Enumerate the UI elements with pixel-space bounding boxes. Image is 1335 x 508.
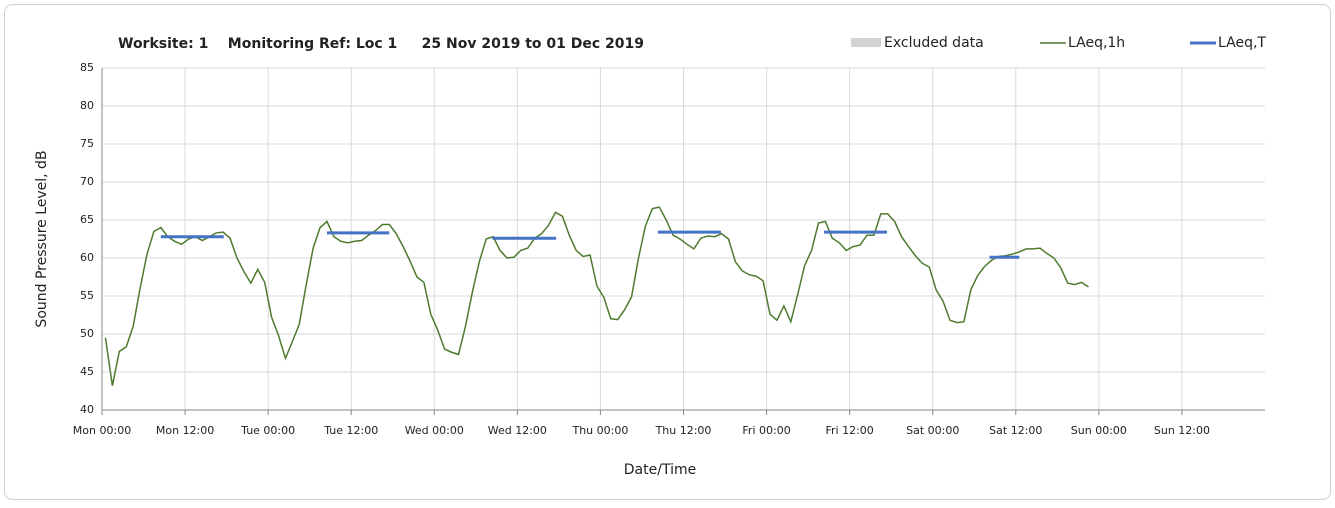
x-tick-label: Tue 00:00: [240, 424, 295, 437]
x-tick-label: Sun 00:00: [1071, 424, 1127, 437]
line-series: [104, 206, 1089, 386]
chart-title: Worksite: 1 Monitoring Ref: Loc 1 25 Nov…: [118, 36, 644, 52]
y-tick-label: 80: [80, 99, 94, 112]
x-tick-label: Wed 12:00: [488, 424, 547, 437]
y-tick-label: 70: [80, 175, 94, 188]
y-tick-label: 55: [80, 289, 94, 302]
x-tick-label: Mon 00:00: [73, 424, 131, 437]
x-tick-label: Mon 12:00: [156, 424, 214, 437]
x-tick-label: Sat 00:00: [906, 424, 959, 437]
x-tick-label: Sat 12:00: [989, 424, 1042, 437]
y-tick-label: 75: [80, 137, 94, 150]
y-axis-title: Sound Pressure Level, dB: [34, 150, 50, 327]
legend-label: Excluded data: [884, 35, 984, 51]
x-tick-label: Thu 00:00: [571, 424, 628, 437]
x-tick-label: Fri 12:00: [825, 424, 873, 437]
x-tick-label: Wed 00:00: [405, 424, 464, 437]
legend-label: LAeq,T: [1218, 35, 1266, 51]
y-tick-label: 40: [80, 403, 94, 416]
y-tick-label: 60: [80, 251, 94, 264]
y-tick-label: 45: [80, 365, 94, 378]
y-tick-label: 85: [80, 61, 94, 74]
x-axis-title: Date/Time: [624, 462, 696, 478]
x-tick-label: Tue 12:00: [323, 424, 378, 437]
x-tick-label: Fri 00:00: [742, 424, 790, 437]
x-tick-label: Sun 12:00: [1154, 424, 1210, 437]
legend-swatch: [851, 38, 881, 47]
chart-frame: [4, 4, 1331, 500]
y-tick-label: 50: [80, 327, 94, 340]
legend-label: LAeq,1h: [1068, 35, 1125, 51]
x-tick-label: Thu 12:00: [655, 424, 712, 437]
y-tick-label: 65: [80, 213, 94, 226]
